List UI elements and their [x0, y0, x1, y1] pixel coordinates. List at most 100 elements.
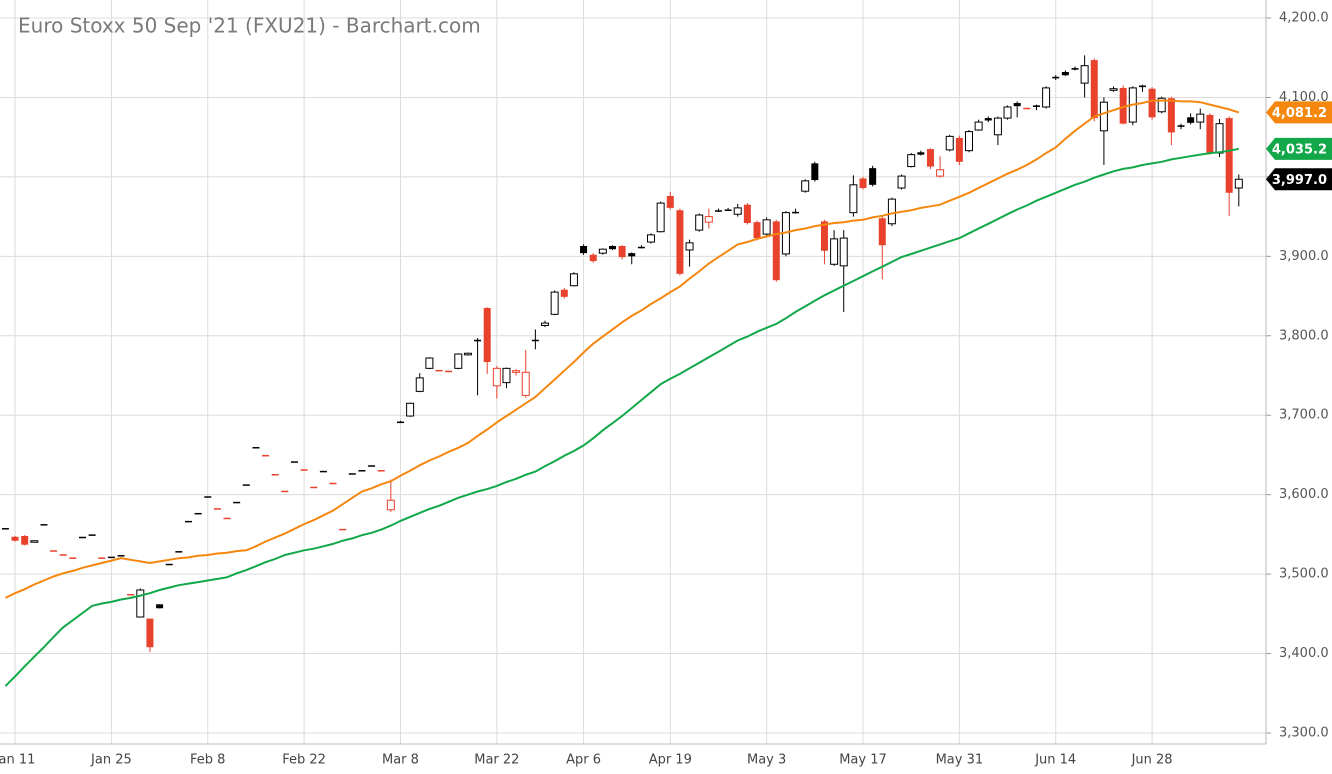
candle-body: [98, 557, 106, 559]
candle-body: [792, 211, 800, 214]
candle-body: [1167, 98, 1175, 133]
candle-body: [1090, 60, 1098, 119]
candle-body: [743, 204, 751, 223]
candle-body: [329, 482, 337, 485]
candle-body: [1109, 88, 1118, 91]
x-tick-label: May 3: [747, 753, 786, 768]
candle-body: [242, 484, 250, 486]
y-tick-label: 3,800.0: [1279, 328, 1329, 343]
candle-body: [1061, 72, 1069, 76]
y-tick-label: 3,300.0: [1279, 726, 1329, 741]
candle-body: [358, 470, 366, 472]
candle-body: [233, 501, 241, 504]
candle-body: [454, 353, 463, 369]
last-value-tag: [1266, 101, 1332, 124]
y-tick-label: 3,400.0: [1279, 646, 1329, 661]
chart-title: Euro Stoxx 50 Sep '21 (FXU21) - Barchart…: [18, 14, 481, 38]
candle-body: [589, 254, 597, 262]
candle-body: [965, 131, 973, 152]
candle-body: [541, 322, 550, 326]
x-tick-label: Apr 19: [649, 753, 692, 768]
candle-body: [1013, 103, 1021, 107]
candle-body: [213, 508, 221, 510]
candle-body: [714, 210, 722, 212]
candle-body: [474, 339, 482, 342]
candle-body: [1119, 87, 1127, 124]
candle-body: [569, 273, 578, 287]
candle-body: [262, 454, 270, 457]
candle-body: [1187, 117, 1195, 123]
candle-body: [69, 557, 77, 559]
last-value-label: 3,997.0: [1272, 173, 1327, 188]
candle-body: [580, 246, 588, 254]
candle-body: [117, 555, 125, 557]
candle-body: [78, 536, 86, 539]
candle-body: [1177, 125, 1185, 127]
candle-body: [839, 237, 848, 267]
x-tick-label: May 31: [936, 753, 984, 768]
candle-body: [676, 210, 684, 274]
candle-body: [724, 209, 732, 211]
candle-body: [21, 535, 29, 545]
candle-body: [521, 371, 530, 396]
candle-body: [50, 550, 58, 552]
candle-body: [310, 486, 318, 489]
candle-body: [1215, 123, 1224, 154]
candle-body: [1206, 114, 1214, 154]
candle-body: [656, 202, 665, 233]
candle-body: [483, 307, 491, 362]
candle-body: [695, 214, 704, 231]
candle-body: [936, 169, 945, 177]
x-tick-label: Jan 25: [90, 753, 132, 768]
candle-body: [762, 219, 771, 235]
candle-body: [531, 339, 539, 342]
candle-body: [406, 402, 415, 417]
candle-body: [463, 352, 472, 356]
candle-body: [733, 207, 742, 215]
marks: [1, 55, 1243, 687]
candle-body: [869, 168, 877, 185]
candle-body: [146, 618, 154, 648]
candle-body: [1148, 88, 1156, 118]
candle-body: [647, 234, 656, 243]
candle-body: [1052, 76, 1060, 79]
last-value-label: 4,035.2: [1272, 142, 1327, 157]
candle-body: [704, 216, 713, 223]
candle-body: [1234, 178, 1243, 189]
candle-body: [107, 556, 115, 559]
x-tick-label: Jun 28: [1131, 753, 1173, 768]
candle-body: [492, 367, 501, 387]
candle-body: [435, 369, 443, 372]
candle-body: [1157, 97, 1166, 113]
candle-body: [425, 357, 434, 369]
candle-body: [88, 534, 96, 536]
grid: [0, 0, 1271, 745]
candle-body: [772, 221, 780, 281]
candle-body: [252, 447, 260, 449]
candle-body: [1225, 118, 1233, 193]
candle-body: [926, 149, 934, 167]
candle-body: [368, 465, 376, 467]
candle-body: [1023, 107, 1031, 110]
candle-body: [887, 198, 896, 225]
candle-body: [348, 473, 356, 475]
y-tick-label: 3,900.0: [1279, 249, 1329, 264]
candle-body: [618, 246, 626, 258]
candle-body: [281, 490, 289, 493]
candle-body: [175, 551, 183, 553]
candle-body: [608, 246, 616, 250]
candle-body: [550, 291, 559, 315]
candle-body: [271, 474, 279, 476]
candle-body: [907, 154, 916, 168]
candle-body: [598, 248, 607, 254]
y-tick-label: 4,100.0: [1279, 90, 1329, 105]
x-tick-label: May 17: [839, 753, 887, 768]
labels: 3,300.0 3,400.0 3,500.0 3,600.0 3,700.0 3,800…: [0, 11, 1332, 768]
candle-body: [377, 470, 385, 472]
candle-body: [194, 512, 202, 515]
candle-body: [859, 178, 867, 189]
candle-body: [40, 524, 48, 526]
candle-body: [830, 238, 839, 265]
candle-body: [811, 163, 819, 181]
